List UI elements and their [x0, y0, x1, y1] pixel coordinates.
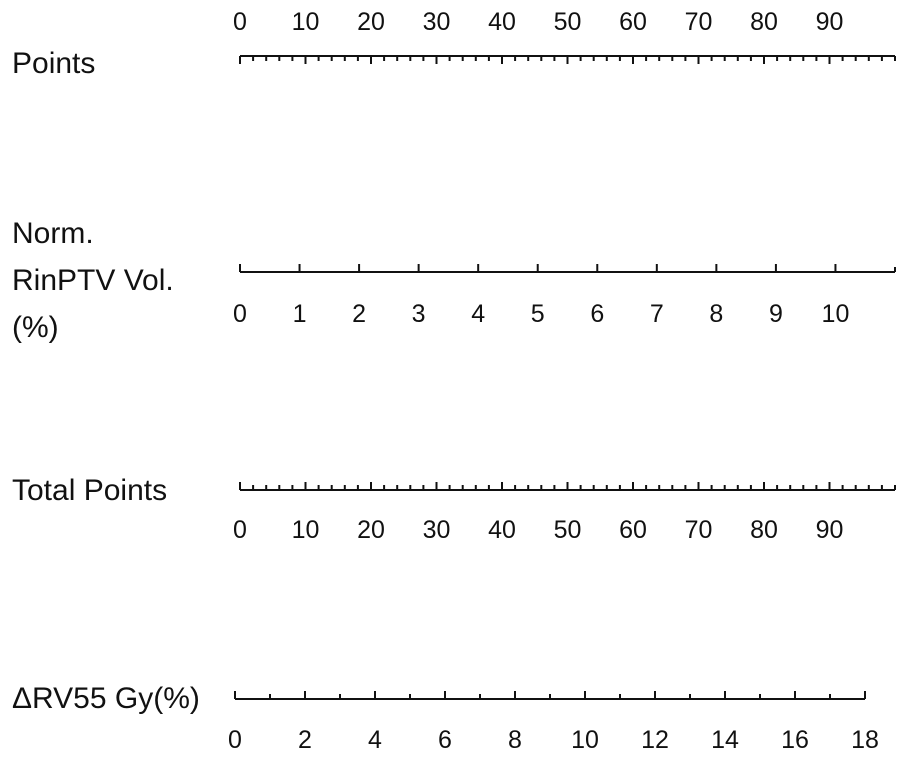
tick-label: 40 — [488, 8, 516, 36]
tick-label: 4 — [471, 300, 485, 328]
tick-label: 8 — [508, 726, 522, 754]
tick-label: 50 — [554, 8, 582, 36]
tick-label: 2 — [298, 726, 312, 754]
row-label-line: Points — [12, 47, 95, 80]
tick-label: 10 — [292, 8, 320, 36]
tick-label: 60 — [619, 8, 647, 36]
row-label-line: Total Points — [12, 474, 167, 507]
row-label: Total Points — [12, 474, 167, 507]
tick-label: 20 — [357, 8, 385, 36]
tick-label: 90 — [816, 8, 844, 36]
tick-label: 12 — [641, 726, 669, 754]
tick-label: 70 — [685, 516, 713, 544]
tick-label: 18 — [851, 726, 879, 754]
tick-label: 2 — [352, 300, 366, 328]
tick-label: 0 — [233, 8, 247, 36]
tick-label: 5 — [531, 300, 545, 328]
tick-label: 70 — [685, 8, 713, 36]
tick-label: 50 — [554, 516, 582, 544]
tick-label: 16 — [781, 726, 809, 754]
tick-label: 0 — [233, 300, 247, 328]
row-label-line: ΔRV55 Gy(%) — [12, 682, 200, 715]
row-label: Norm. RinPTV Vol. (%) — [12, 217, 174, 344]
tick-label: 6 — [438, 726, 452, 754]
tick-label: 10 — [292, 516, 320, 544]
tick-label: 10 — [822, 300, 850, 328]
row-label-line: Norm. — [12, 217, 94, 250]
tick-label: 90 — [816, 516, 844, 544]
row-label-line: RinPTV Vol. — [12, 264, 174, 297]
tick-label: 40 — [488, 516, 516, 544]
tick-label: 9 — [769, 300, 783, 328]
tick-label: 30 — [423, 516, 451, 544]
nomogram-row-points: Points 0 10 20 30 40 50 60 70 80 90 — [12, 8, 896, 80]
tick-label: 1 — [293, 300, 307, 328]
nomogram-row-total-points: Total Points 0 10 20 30 40 50 60 70 80 90 — [12, 474, 896, 544]
nomogram-row-norm-rinptv-vol: Norm. RinPTV Vol. (%) 0 1 2 3 4 5 6 7 8 9 10 — [12, 217, 896, 344]
tick-label: 0 — [228, 726, 242, 754]
tick-label: 10 — [571, 726, 599, 754]
tick-label: 60 — [619, 516, 647, 544]
tick-label: 3 — [412, 300, 426, 328]
row-label: Points — [12, 47, 95, 80]
tick-label: 14 — [711, 726, 739, 754]
row-label-line: (%) — [12, 311, 59, 344]
tick-label: 80 — [750, 516, 778, 544]
tick-label: 20 — [357, 516, 385, 544]
tick-label: 4 — [368, 726, 382, 754]
tick-label: 80 — [750, 8, 778, 36]
tick-label: 8 — [709, 300, 723, 328]
row-label: ΔRV55 Gy(%) — [12, 682, 200, 715]
tick-label: 30 — [423, 8, 451, 36]
tick-label: 6 — [590, 300, 604, 328]
nomogram-row-delta-rv55: ΔRV55 Gy(%) 0 2 4 6 8 10 12 14 16 18 — [12, 682, 879, 754]
tick-label: 7 — [650, 300, 664, 328]
tick-label: 0 — [233, 516, 247, 544]
